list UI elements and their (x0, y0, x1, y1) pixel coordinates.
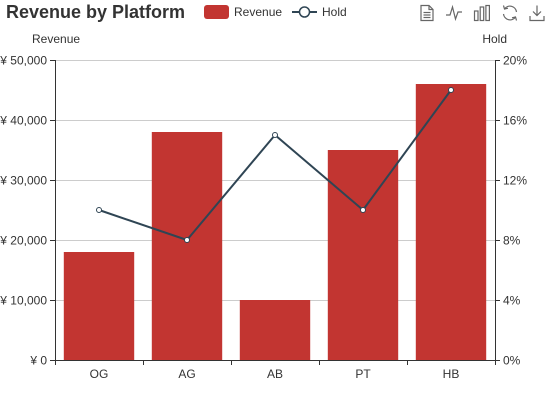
x-tick-label: PT (355, 367, 371, 381)
legend-item-hold[interactable]: Hold (292, 4, 347, 20)
y-left-tick-label: ¥ 20,000 (0, 234, 47, 248)
bar-ab (239, 300, 311, 360)
x-tick-label: AG (178, 367, 195, 381)
x-tick-label: HB (443, 367, 460, 381)
y-right-tick-label: 0% (503, 354, 521, 368)
x-tick-label: OG (90, 367, 109, 381)
y-right-tick-label: 12% (503, 174, 527, 188)
hold-point-hb (448, 87, 454, 93)
hold-point-og (96, 207, 102, 213)
bar-chart-icon[interactable] (473, 4, 491, 22)
legend-item-revenue[interactable]: Revenue (204, 4, 282, 20)
line-chart-icon[interactable] (445, 4, 463, 22)
hold-point-ab (272, 132, 278, 138)
y-left-tick-label: ¥ 30,000 (0, 174, 47, 188)
legend-label-hold: Hold (322, 5, 347, 19)
legend-swatch-hold (292, 6, 317, 18)
y-left-tick-label: ¥ 10,000 (0, 294, 47, 308)
y-right-tick-label: 16% (503, 114, 527, 128)
y-right-tick-label: 8% (503, 234, 521, 248)
x-tick-label: AB (267, 367, 283, 381)
y-right-tick-label: 20% (503, 54, 527, 68)
y-left-tick-label: ¥ 40,000 (0, 114, 47, 128)
data-view-icon[interactable] (418, 4, 436, 22)
y-left-tick-label: ¥ 0 (29, 354, 47, 368)
y-left-axis-title: Revenue (32, 32, 80, 46)
legend-label-revenue: Revenue (234, 5, 283, 19)
restore-icon[interactable] (501, 4, 519, 22)
bar-hb (415, 84, 487, 360)
y-left-tick-label: ¥ 50,000 (0, 54, 47, 68)
hold-point-ag (184, 237, 190, 243)
hold-point-pt (360, 207, 366, 213)
legend-swatch-revenue (204, 5, 229, 19)
y-right-tick-label: 4% (503, 294, 521, 308)
save-image-icon[interactable] (528, 4, 546, 22)
chart-title: Revenue by Platform (6, 2, 186, 22)
bar-pt (327, 150, 399, 360)
bar-ag (151, 132, 223, 360)
bar-og (63, 252, 135, 360)
y-right-axis-title: Hold (482, 32, 507, 46)
